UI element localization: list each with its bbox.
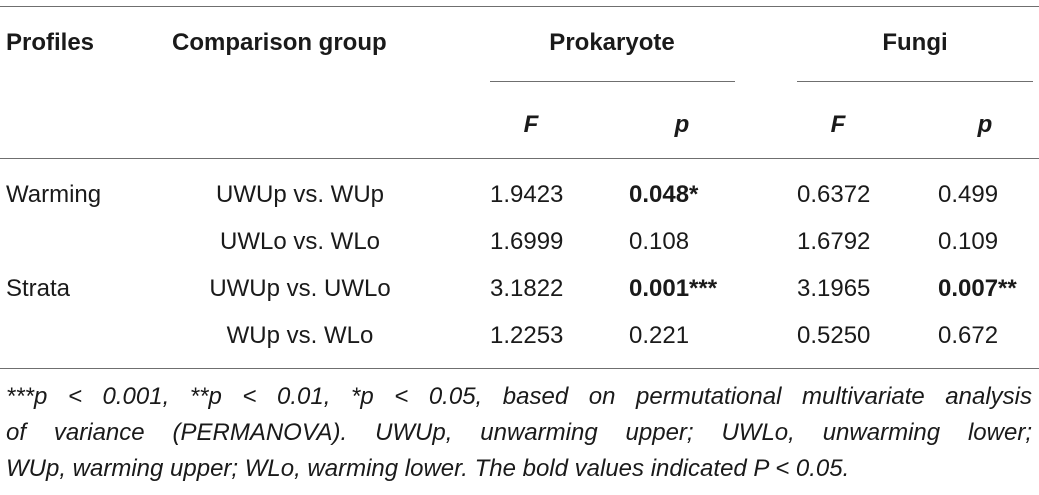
row-1-fungi-p: 0.499 (938, 181, 999, 208)
row-1-prok-p: 0.048* (629, 181, 699, 208)
row-3-profile: Strata (6, 275, 71, 302)
footnote-line-1: ***p < 0.001, **p < 0.01, *p < 0.05, bas… (6, 383, 1032, 410)
footnote-line-3: WUp, warming upper; WLo, warming lower. … (6, 455, 850, 482)
prokaryote-underline (490, 81, 735, 82)
top-rule (0, 6, 1039, 7)
header-bottom-rule (0, 158, 1039, 159)
row-2-fungi-f: 1.6792 (797, 228, 871, 255)
footnote-line-2: of variance (PERMANOVA). UWUp, unwarming… (6, 419, 1032, 446)
row-3-group: UWUp vs. UWLo (209, 275, 391, 302)
table-footnote: ***p < 0.001, **p < 0.01, *p < 0.05, bas… (6, 379, 1032, 487)
row-1-prok-f: 1.9423 (490, 181, 564, 208)
header-fungi-p: p (977, 111, 993, 138)
row-4-fungi-p: 0.672 (938, 322, 999, 349)
row-2-prok-p: 0.108 (629, 228, 690, 255)
header-profiles: Profiles (6, 29, 95, 56)
row-3-prok-f: 3.1822 (490, 275, 564, 302)
row-1-group: UWUp vs. WUp (216, 181, 384, 208)
row-4-prok-p: 0.221 (629, 322, 690, 349)
header-prokaryote-f: F (523, 111, 539, 138)
row-4-prok-f: 1.2253 (490, 322, 564, 349)
row-2-fungi-p: 0.109 (938, 228, 999, 255)
fungi-underline (797, 81, 1033, 82)
row-4-group: WUp vs. WLo (226, 322, 374, 349)
header-fungi-f: F (830, 111, 846, 138)
header-prokaryote-p: p (674, 111, 690, 138)
row-2-prok-f: 1.6999 (490, 228, 564, 255)
header-fungi: Fungi (882, 29, 948, 56)
row-3-prok-p: 0.001*** (629, 275, 718, 302)
row-1-profile: Warming (6, 181, 102, 208)
header-prokaryote: Prokaryote (549, 29, 675, 56)
row-3-fungi-p: 0.007** (938, 275, 1017, 302)
header-comparison-group: Comparison group (172, 29, 387, 56)
row-2-group: UWLo vs. WLo (219, 228, 381, 255)
row-1-fungi-f: 0.6372 (797, 181, 871, 208)
table-bottom-rule (0, 368, 1039, 369)
row-3-fungi-f: 3.1965 (797, 275, 871, 302)
row-4-fungi-f: 0.5250 (797, 322, 871, 349)
